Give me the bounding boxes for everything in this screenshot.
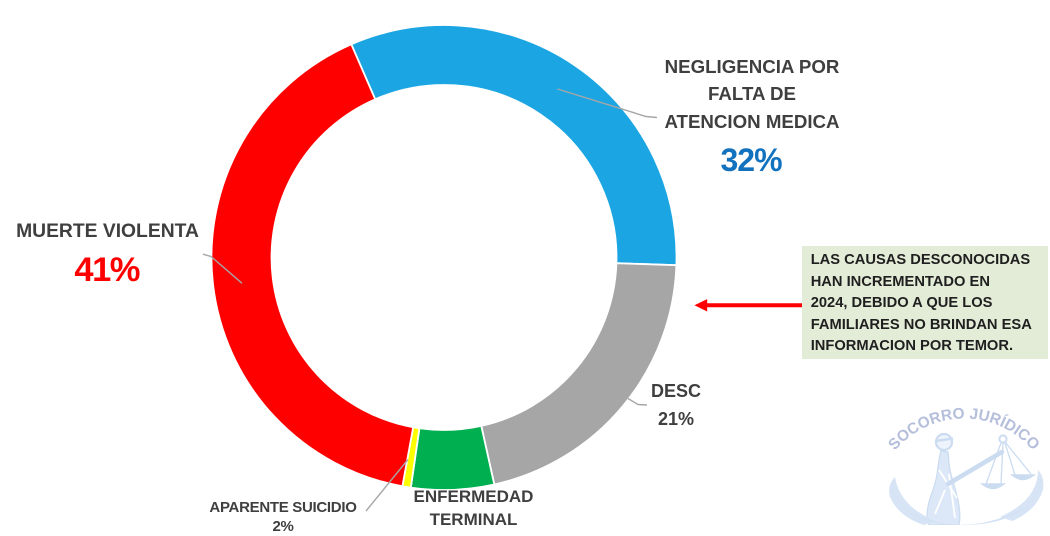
svg-text:SOCORRO JURÍDICO: SOCORRO JURÍDICO <box>885 405 1042 453</box>
